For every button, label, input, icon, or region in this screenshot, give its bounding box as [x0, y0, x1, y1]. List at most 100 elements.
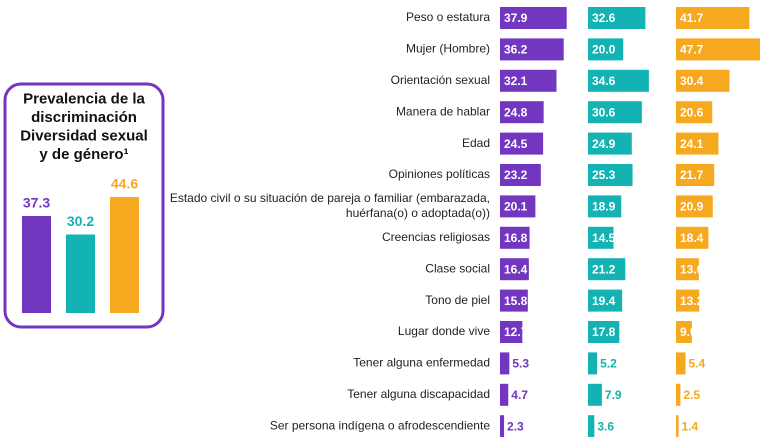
value-label: 30.4: [680, 74, 704, 88]
value-label: 14.5: [592, 231, 616, 245]
bar: [676, 258, 699, 281]
category-label: Tener alguna enfermedad: [353, 356, 490, 370]
value-label: 20.0: [592, 43, 616, 57]
bar: [588, 289, 623, 312]
value-label: 30.6: [592, 105, 616, 119]
category-label: Tener alguna discapacidad: [347, 387, 490, 401]
value-label: 21.2: [592, 262, 616, 276]
value-label: 41.7: [680, 11, 704, 25]
bar: [588, 69, 649, 92]
value-label: 7.9: [605, 388, 622, 402]
bar: [500, 69, 557, 92]
category-label: Tono de piel: [425, 293, 490, 307]
value-label: 23.2: [504, 168, 528, 182]
category-label: Creencias religiosas: [382, 230, 490, 244]
value-label: 3.6: [597, 419, 614, 433]
bar: [588, 195, 622, 218]
value-label: 18.4: [680, 231, 704, 245]
value-label: 9.0: [680, 325, 697, 339]
value-label: 36.2: [504, 43, 528, 57]
bar: [676, 101, 713, 124]
bar: [588, 226, 614, 249]
category-label: Ser persona indígena o afrodescendiente: [270, 418, 490, 432]
value-label: 18.9: [592, 200, 616, 214]
value-label: 19.4: [592, 294, 616, 308]
category-label: Peso o estatura: [406, 10, 490, 24]
value-label: 20.9: [680, 200, 704, 214]
bar: [110, 197, 139, 313]
value-label: 17.8: [592, 325, 616, 339]
value-label: 32.6: [592, 11, 616, 25]
value-label: 20.6: [680, 105, 704, 119]
category-label: Opiniones políticas: [389, 167, 490, 181]
bar: [500, 321, 523, 343]
bar: [676, 226, 709, 249]
bar: [500, 195, 536, 218]
value-label: 12.7: [504, 325, 528, 339]
panel-title: Prevalencia de la discriminación Diversida…: [20, 90, 148, 163]
bar: [588, 101, 642, 124]
bar: [22, 216, 51, 313]
bar: [588, 258, 626, 281]
bar: [676, 69, 730, 92]
bar: [588, 352, 598, 375]
bar: [500, 258, 529, 281]
bar: [676, 132, 719, 155]
bar: [676, 195, 713, 218]
bar: [500, 226, 530, 249]
bar: [500, 101, 544, 124]
bar: [588, 38, 624, 61]
bar: [66, 234, 95, 313]
category-label: Mujer (Hombre): [406, 42, 490, 56]
value-label: 5.3: [512, 357, 529, 371]
value-label: 1.4: [681, 419, 698, 433]
bar: [500, 352, 510, 375]
bar: [676, 352, 686, 375]
value-label: 34.6: [592, 74, 616, 88]
value-label: 13.2: [680, 294, 704, 308]
category-label: Clase social: [425, 261, 490, 275]
bar: [588, 415, 595, 437]
bar: [676, 38, 760, 61]
bar: [676, 321, 692, 343]
value-label: 25.3: [592, 168, 616, 182]
bar: [588, 7, 646, 29]
bar: [588, 164, 633, 186]
bar: [500, 415, 505, 437]
value-label: 21.7: [680, 168, 704, 182]
value-label: 44.6: [111, 176, 138, 192]
category-label: Lugar donde vive: [398, 324, 490, 338]
value-label: 5.2: [600, 357, 617, 371]
bar: [500, 7, 567, 29]
bar: [676, 7, 750, 29]
category-label: Manera de hablar: [396, 104, 490, 118]
bar: [676, 289, 700, 312]
bar: [588, 321, 620, 343]
bar: [500, 132, 544, 155]
bar: [500, 38, 564, 61]
bar: [676, 415, 679, 437]
value-label: 32.1: [504, 74, 528, 88]
value-label: 37.3: [23, 195, 50, 211]
value-label: 24.1: [680, 137, 704, 151]
value-label: 2.3: [507, 419, 524, 433]
value-label: 16.8: [504, 231, 528, 245]
value-label: 15.8: [504, 294, 528, 308]
bar: [500, 289, 528, 312]
bar: [500, 164, 541, 186]
value-label: 37.9: [504, 11, 528, 25]
category-label: Orientación sexual: [391, 73, 490, 87]
value-label: 13.0: [680, 262, 704, 276]
bar: [676, 383, 681, 406]
bar: [588, 383, 602, 406]
category-label: Estado civil o su situación de pareja o …: [170, 191, 490, 220]
value-label: 5.4: [689, 357, 706, 371]
panel-border: [3, 82, 165, 329]
value-label: 4.7: [511, 388, 528, 402]
category-label: Edad: [462, 136, 490, 150]
value-label: 24.5: [504, 137, 528, 151]
value-label: 16.4: [504, 262, 528, 276]
value-label: 20.1: [504, 200, 528, 214]
bar: [588, 132, 632, 155]
